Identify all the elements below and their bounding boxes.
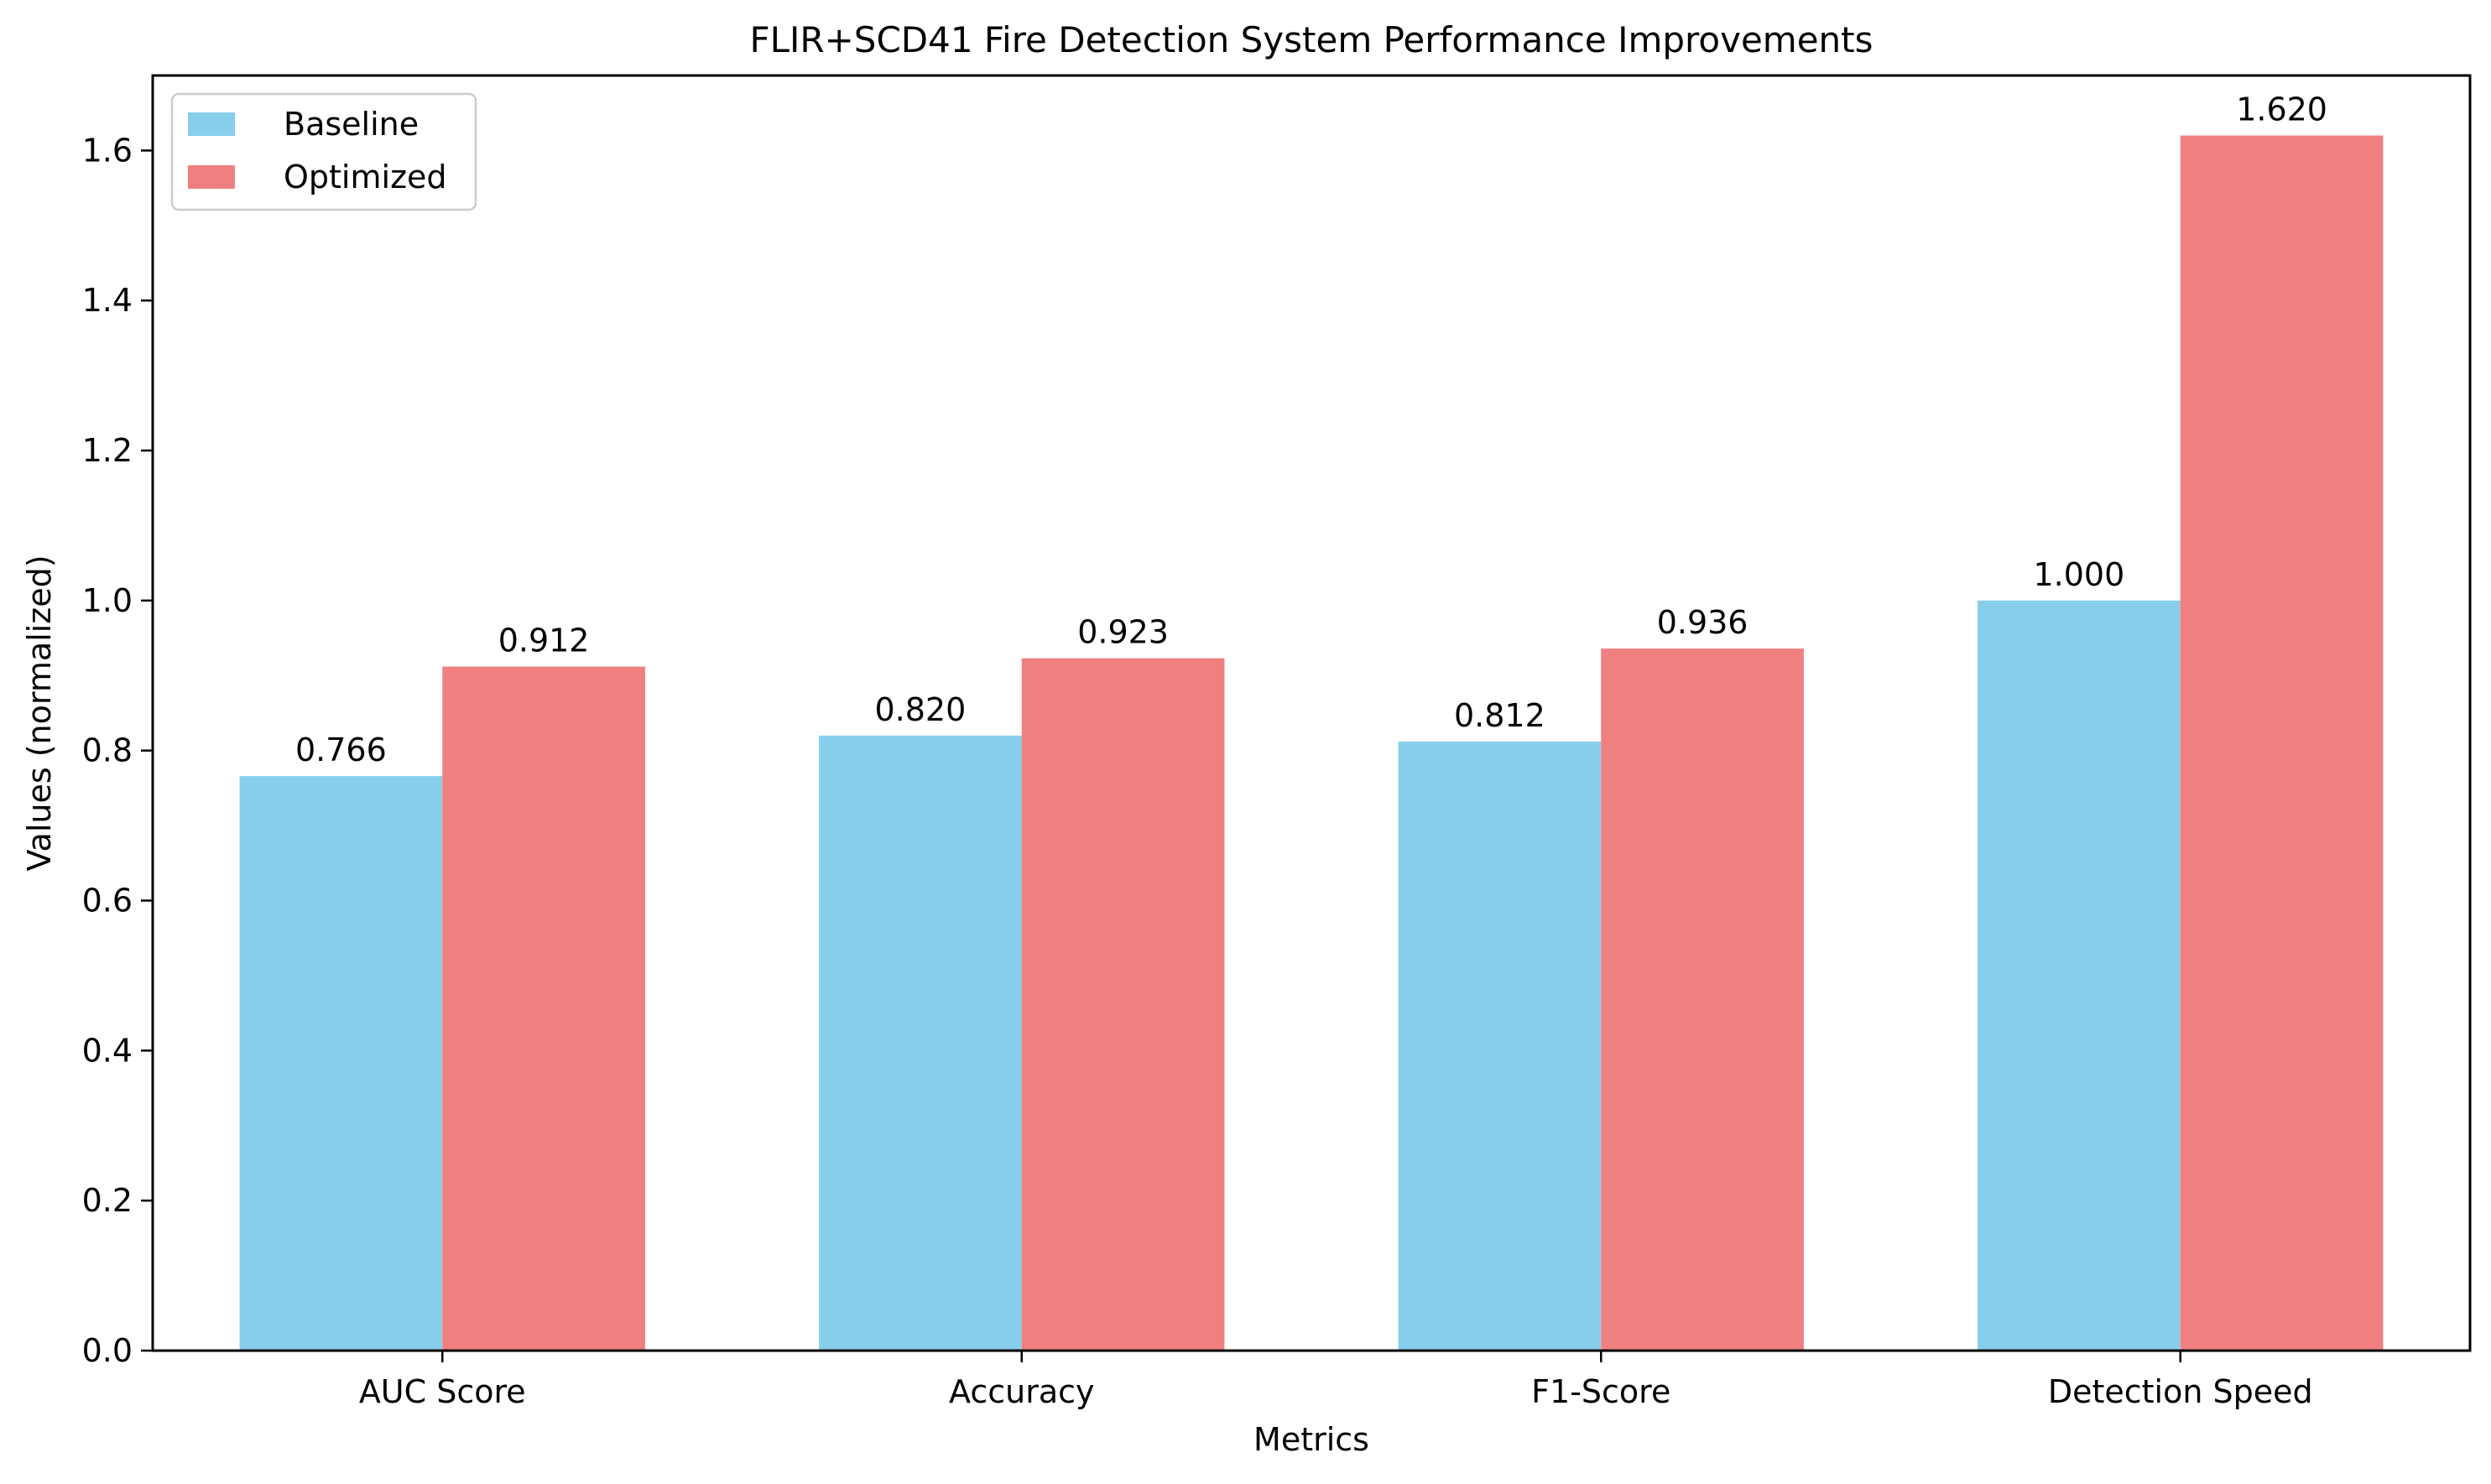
- plot-frame: [151, 74, 2472, 1352]
- x-tick-label: AUC Score: [359, 1373, 526, 1410]
- bar-baseline-3: [1978, 600, 2181, 1351]
- y-tick-label: 1.2: [82, 432, 133, 469]
- bar-baseline-0: [239, 776, 443, 1351]
- y-axis-label: Values (normalized): [21, 555, 58, 871]
- y-tick-label: 1.0: [82, 582, 133, 619]
- bar-value-label: 0.820: [875, 691, 967, 728]
- legend-swatch-baseline: [188, 112, 235, 136]
- bar-optimized-3: [2180, 135, 2384, 1351]
- y-tick-label: 0.2: [82, 1182, 133, 1219]
- bar-optimized-2: [1601, 648, 1804, 1351]
- x-axis: AUC Score Accuracy F1-Score Detection Speed: [359, 1351, 2313, 1410]
- legend-swatch-optimized: [188, 165, 235, 189]
- legend-label-optimized: Optimized: [284, 159, 447, 195]
- x-tick-label: F1-Score: [1531, 1373, 1670, 1410]
- bar-value-label: 0.912: [498, 622, 590, 659]
- bar-baseline-2: [1398, 741, 1602, 1351]
- bar-optimized-0: [442, 666, 645, 1351]
- y-axis: 0.0 0.2 0.4 0.6 0.8 1.0 1.2 1.4 1.6: [82, 132, 153, 1369]
- bar-optimized-1: [1021, 658, 1225, 1351]
- bar-value-label: 1.000: [2034, 556, 2125, 593]
- bar-value-label: 1.620: [2236, 91, 2327, 128]
- y-tick-label: 0.4: [82, 1032, 133, 1069]
- legend-box: [170, 92, 477, 211]
- x-axis-label: Metrics: [1253, 1421, 1369, 1458]
- chart-title: FLIR+SCD41 Fire Detection System Perform…: [749, 19, 1873, 60]
- y-tick-label: 0.0: [82, 1332, 133, 1369]
- y-tick-label: 1.6: [82, 132, 133, 169]
- y-tick-label: 0.8: [82, 732, 133, 769]
- bar-baseline-1: [819, 735, 1022, 1351]
- bar-labels-layer: 0.766 0.820 0.812 1.000 0.912 0.923 0.936 1.620: [295, 91, 2327, 769]
- y-tick-label: 0.6: [82, 883, 133, 919]
- legend: Baseline Optimized: [170, 92, 477, 211]
- bars-layer: [239, 135, 2384, 1351]
- x-tick-label: Detection Speed: [2048, 1373, 2313, 1410]
- bar-value-label: 0.936: [1657, 604, 1748, 641]
- bar-value-label: 0.812: [1454, 697, 1545, 734]
- legend-label-baseline: Baseline: [284, 106, 419, 143]
- y-tick-label: 1.4: [82, 282, 133, 319]
- bar-value-label: 0.923: [1077, 614, 1169, 651]
- x-tick-label: Accuracy: [949, 1373, 1095, 1410]
- bar-value-label: 0.766: [295, 732, 387, 768]
